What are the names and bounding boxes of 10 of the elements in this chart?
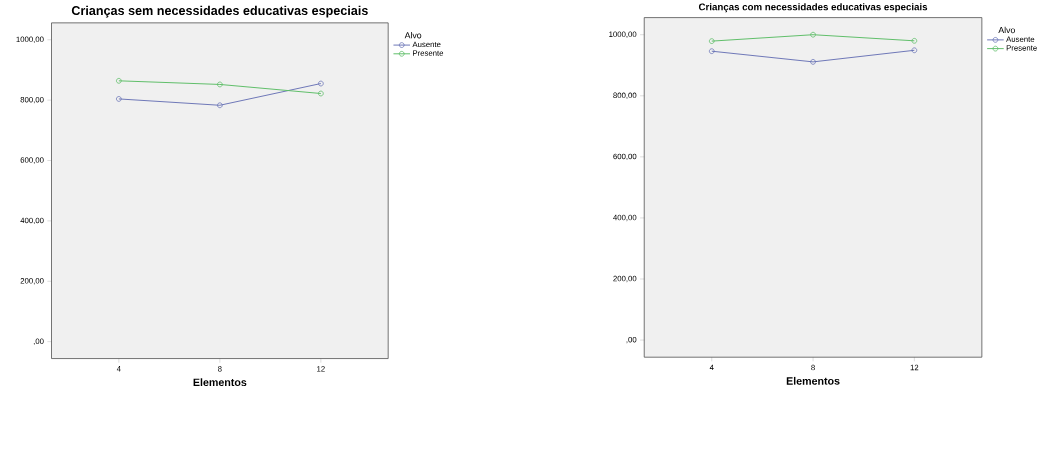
point xyxy=(217,81,223,88)
legend-title: Alvo xyxy=(998,26,1015,34)
point xyxy=(810,58,816,65)
x-axis-title: Elementos xyxy=(193,378,247,386)
chart-title: Crianças com necessidades educativas especiais xyxy=(698,3,928,13)
legend-title: Alvo xyxy=(404,31,422,39)
x-axis-title: Elementos xyxy=(786,376,840,385)
chart-title: Crianças sem necessidades educativas especiais xyxy=(71,5,368,18)
point xyxy=(810,31,816,38)
point xyxy=(217,102,223,108)
